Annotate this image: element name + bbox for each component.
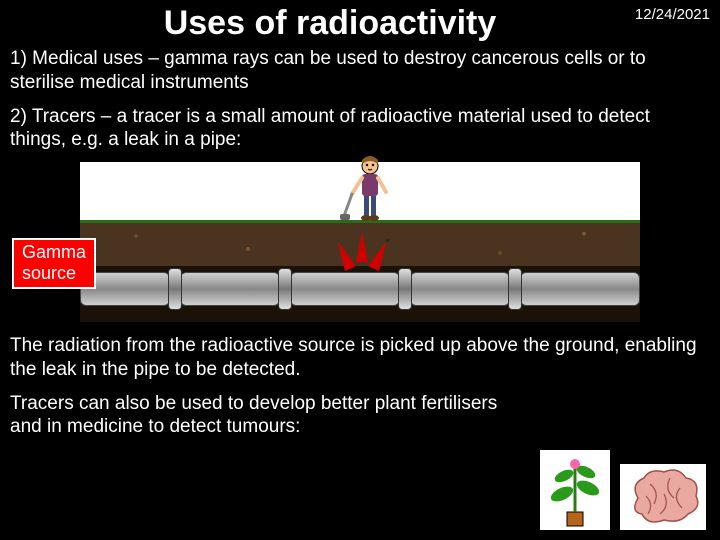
plant-icon — [540, 450, 610, 530]
slide-date: 12/24/2021 — [635, 6, 710, 23]
pipe-segment — [180, 272, 280, 306]
pipe-joint — [398, 268, 412, 310]
pipe-joint — [168, 268, 182, 310]
paragraph-tracers: 2) Tracers – a tracer is a small amount … — [0, 101, 720, 159]
slide-title: Uses of radioactivity — [0, 0, 720, 43]
pipe-joint — [278, 268, 292, 310]
pipe-leak-diagram: Gammasource — [80, 162, 640, 322]
pipe-segment — [290, 272, 400, 306]
arrow-icon — [356, 232, 368, 262]
paragraph-medical-uses: 1) Medical uses – gamma rays can be used… — [0, 43, 720, 101]
paragraph-detection: The radiation from the radioactive sourc… — [0, 330, 720, 388]
pipe-segment — [520, 272, 640, 306]
pipe-joint — [508, 268, 522, 310]
brain-icon — [620, 464, 706, 530]
pipe-segment — [410, 272, 510, 306]
paragraph-other-uses: Tracers can also be used to develop bett… — [0, 388, 720, 446]
gamma-source-label: Gammasource — [12, 238, 96, 289]
person-with-detector-icon — [340, 154, 400, 224]
